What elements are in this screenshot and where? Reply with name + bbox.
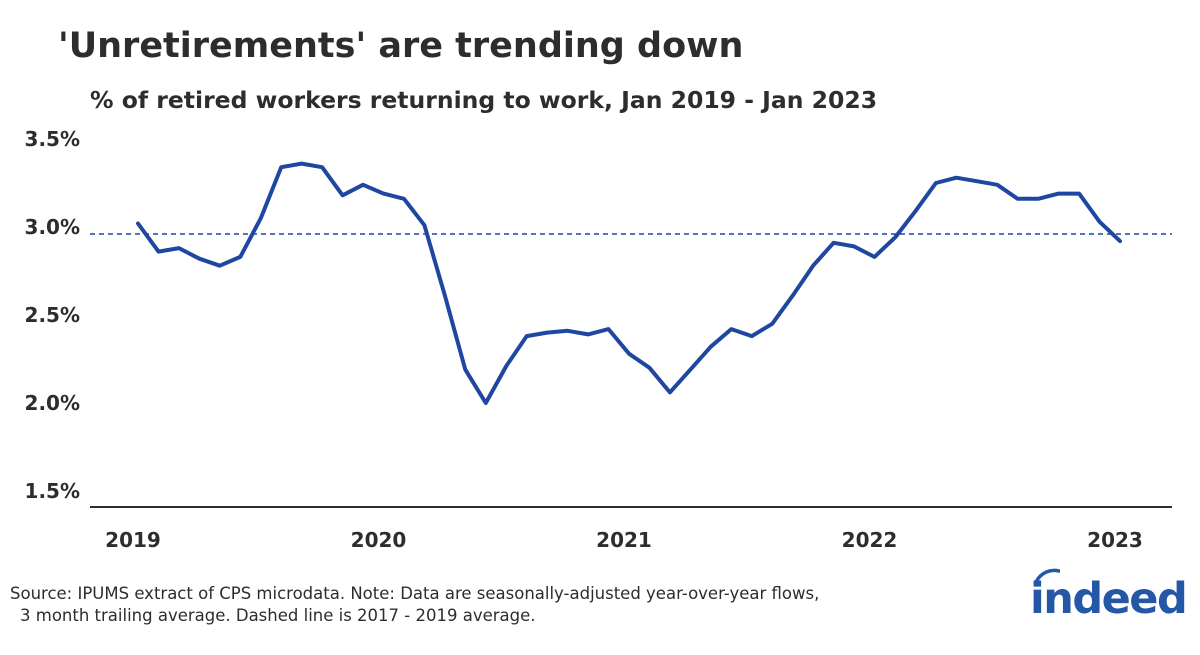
- chart-subtitle: % of retired workers returning to work, …: [90, 86, 878, 114]
- y-tick-label: 2.5%: [25, 303, 80, 327]
- series-line-unretirements: [136, 161, 1122, 405]
- indeed-logo: indeed: [1030, 568, 1188, 628]
- x-tick-label: 2021: [596, 528, 652, 552]
- x-tick-label: 2023: [1087, 528, 1143, 552]
- y-tick-label: 3.5%: [25, 127, 80, 151]
- y-tick-label: 3.0%: [25, 215, 80, 239]
- source-note-line-2: 3 month trailing average. Dashed line is…: [20, 606, 536, 625]
- indeed-logo-text: indeed: [1030, 574, 1188, 624]
- y-tick-label: 2.0%: [25, 391, 80, 415]
- indeed-logo-arc-icon: [1034, 568, 1060, 584]
- chart-title: 'Unretirements' are trending down: [58, 26, 744, 66]
- x-axis-ticks: 2019 2020 2021 2022 2023: [105, 528, 1143, 552]
- x-tick-label: 2019: [105, 528, 161, 552]
- source-note-line-1: Source: IPUMS extract of CPS microdata. …: [10, 584, 820, 603]
- y-axis-ticks: 1.5% 2.0% 2.5% 3.0% 3.5%: [25, 127, 80, 503]
- x-tick-label: 2020: [351, 528, 407, 552]
- line-chart: 1.5% 2.0% 2.5% 3.0% 3.5% 2019 2020 2021 2022 202…: [25, 127, 1172, 552]
- x-tick-label: 2022: [842, 528, 898, 552]
- source-note: Source: IPUMS extract of CPS microdata. …: [10, 583, 819, 627]
- series-points: [136, 162, 1122, 405]
- y-tick-label: 1.5%: [25, 479, 80, 503]
